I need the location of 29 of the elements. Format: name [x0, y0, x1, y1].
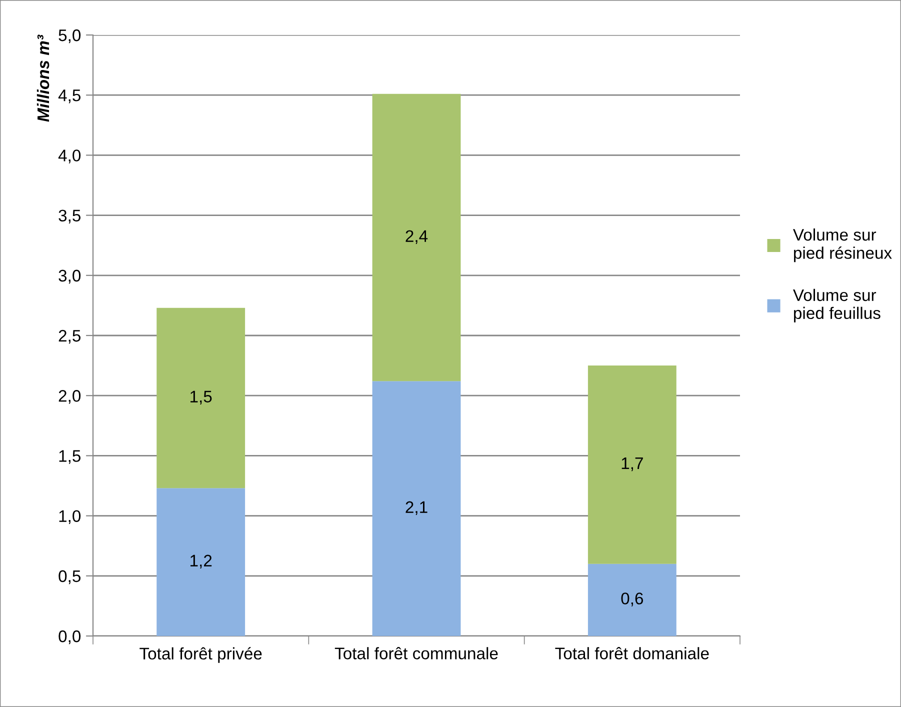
y-axis-title: Millions m³ — [36, 34, 50, 122]
bar — [372, 381, 461, 636]
legend-label: Volume sur pied résineux — [793, 228, 892, 262]
y-tick-label: 2,5 — [58, 330, 80, 344]
y-tick-label: 5,0 — [58, 29, 81, 44]
data-label: 1,7 — [622, 458, 643, 472]
bar — [588, 564, 676, 636]
bar — [156, 308, 246, 488]
bar — [372, 94, 461, 382]
x-tick-label: Total forêt privée — [140, 647, 262, 663]
y-tick-label: 1,0 — [59, 510, 81, 524]
y-tick-label: 2,0 — [58, 390, 81, 404]
bar — [156, 488, 246, 636]
y-tick-label: 4,5 — [58, 90, 80, 104]
data-label: 1,5 — [190, 390, 212, 404]
y-tick-label: 1,5 — [59, 450, 80, 464]
y-tick-label: 4,0 — [58, 150, 81, 164]
y-tick-label: 3,0 — [58, 270, 81, 284]
x-tick-label: Total forêt domaniale — [555, 647, 709, 660]
x-tick-label: Total forêt communale — [334, 647, 498, 660]
data-label: 2,4 — [406, 230, 428, 244]
y-tick-label: 0,0 — [58, 630, 81, 644]
y-tick-label: 3,5 — [58, 210, 80, 224]
bar — [588, 366, 676, 564]
data-label: 2,1 — [406, 501, 428, 516]
legend-label: Volume sur pied feuillus — [793, 288, 880, 322]
data-label: 1,2 — [190, 554, 212, 569]
data-label: 0,6 — [621, 592, 644, 606]
y-tick-label: 0,5 — [58, 570, 80, 584]
